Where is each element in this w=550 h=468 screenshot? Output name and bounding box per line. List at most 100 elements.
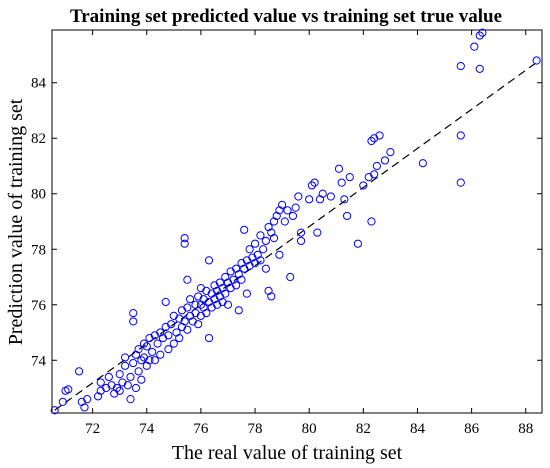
data-point	[137, 356, 146, 365]
data-point	[129, 317, 138, 326]
data-point	[275, 250, 284, 259]
data-point	[183, 325, 192, 334]
data-point	[180, 317, 189, 326]
data-point	[64, 385, 73, 394]
data-point	[278, 200, 287, 209]
reference-line-group	[54, 60, 540, 411]
data-point	[456, 61, 465, 71]
data-point	[185, 295, 195, 304]
data-point	[307, 181, 316, 190]
data-point	[139, 339, 149, 348]
x-tick-label: 72	[85, 421, 100, 437]
data-point	[115, 370, 124, 379]
data-point	[50, 406, 59, 415]
data-point	[115, 386, 124, 395]
data-point	[380, 156, 390, 165]
data-point	[223, 300, 233, 309]
data-point	[202, 308, 211, 318]
data-point	[456, 178, 465, 187]
data-point	[367, 217, 376, 226]
data-points	[50, 28, 541, 415]
data-point	[129, 358, 138, 368]
data-point	[123, 381, 132, 390]
data-point	[145, 356, 154, 365]
data-point	[137, 375, 146, 384]
data-point	[267, 292, 276, 301]
y-tick-label: 76	[31, 298, 47, 314]
data-point	[310, 178, 319, 187]
data-point	[80, 403, 89, 412]
data-point	[104, 372, 113, 382]
data-point	[240, 225, 249, 234]
data-point	[112, 383, 122, 393]
reference-line	[54, 60, 540, 411]
data-point	[456, 131, 465, 140]
x-tick-label: 82	[356, 421, 371, 437]
data-point	[161, 297, 170, 307]
data-point	[164, 331, 173, 340]
data-point	[83, 395, 92, 404]
data-point	[180, 234, 189, 243]
data-point	[131, 383, 141, 393]
data-point	[269, 234, 279, 243]
data-point	[296, 236, 306, 246]
data-point	[318, 189, 327, 198]
data-point	[164, 345, 173, 354]
data-point	[337, 178, 346, 187]
data-point	[245, 245, 254, 254]
data-point	[280, 217, 289, 226]
y-tick-label: 82	[31, 131, 46, 147]
data-point	[134, 367, 143, 376]
chart-title: Training set predicted value vs training…	[70, 6, 502, 27]
x-tick-label: 78	[248, 421, 263, 437]
data-point	[283, 206, 292, 215]
data-point	[234, 306, 243, 315]
data-point	[296, 228, 306, 237]
data-point	[204, 333, 214, 343]
data-point	[120, 353, 130, 362]
data-point	[359, 181, 368, 190]
data-point	[256, 231, 265, 240]
data-point	[261, 264, 270, 273]
data-point	[259, 245, 268, 254]
data-point	[156, 350, 165, 359]
data-point	[194, 320, 203, 329]
axis-ticks: 72 74 76 78 80 82 84 86 88 74 76 78 80 82 84	[31, 30, 542, 437]
data-point	[126, 395, 135, 404]
data-point	[134, 345, 143, 354]
data-point	[261, 236, 270, 246]
x-tick-label: 74	[139, 421, 155, 437]
data-point	[291, 203, 300, 212]
data-point	[183, 275, 192, 284]
data-point	[74, 367, 84, 376]
plot-area	[51, 29, 543, 414]
data-point	[370, 170, 379, 179]
data-point	[169, 339, 178, 348]
data-point	[191, 300, 200, 309]
data-point	[375, 131, 384, 140]
data-point	[183, 303, 192, 312]
data-point	[475, 64, 484, 73]
data-point	[305, 195, 314, 204]
x-tick-label: 84	[410, 421, 426, 437]
data-point	[372, 161, 381, 171]
x-tick-label: 88	[518, 421, 533, 437]
y-tick-label: 74	[31, 353, 47, 369]
data-point	[256, 256, 265, 265]
data-point	[532, 56, 541, 65]
data-point	[470, 42, 479, 51]
data-point	[386, 148, 395, 157]
data-point	[231, 281, 241, 290]
y-tick-label: 78	[31, 242, 46, 258]
data-point	[96, 378, 105, 387]
data-point	[242, 289, 252, 298]
data-point	[288, 211, 298, 221]
data-point	[367, 136, 376, 146]
data-point	[129, 308, 138, 318]
data-point	[148, 347, 157, 357]
data-point	[237, 275, 246, 284]
data-point	[475, 31, 484, 40]
y-tick-label: 84	[31, 76, 47, 92]
data-point	[180, 239, 189, 248]
